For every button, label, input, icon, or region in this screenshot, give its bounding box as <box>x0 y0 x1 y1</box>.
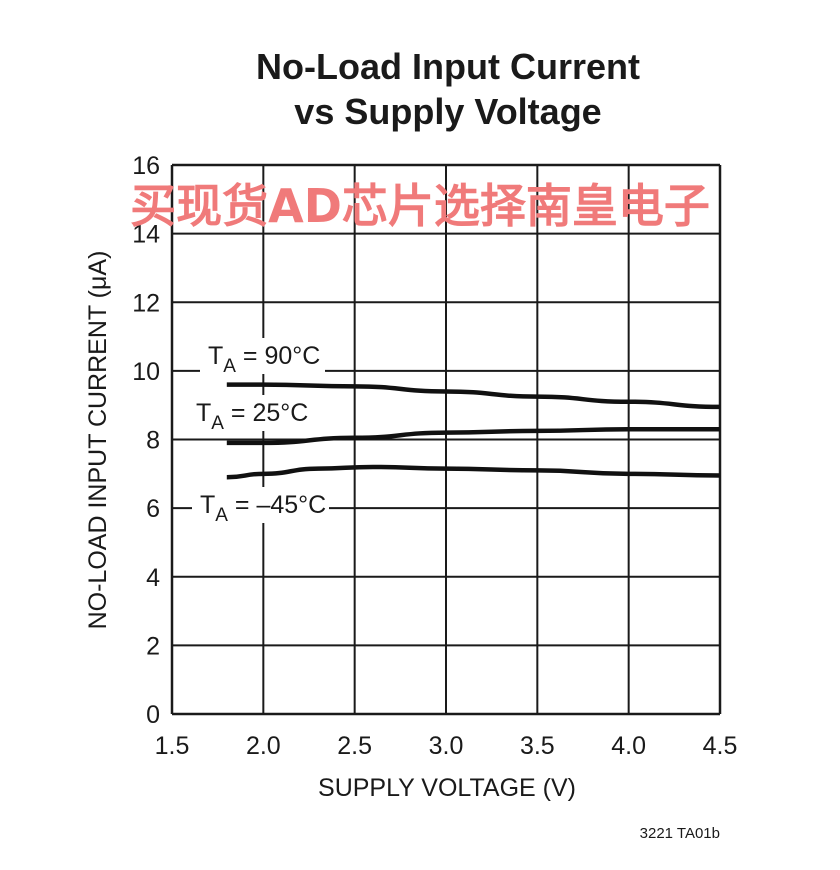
y-tick-label: 8 <box>146 427 160 455</box>
series-label-bg-2 <box>192 487 329 523</box>
y-tick-label: 12 <box>132 289 160 317</box>
y-axis-label: NO-LOAD INPUT CURRENT (μA) <box>84 251 112 630</box>
x-tick-label: 2.5 <box>337 732 372 760</box>
series-line-0 <box>226 382 721 410</box>
tick-labels: 1.5 2.0 2.5 3.0 3.5 4.0 4.5 0 2 4 6 8 10 12 14 16 <box>132 152 737 760</box>
series-line-1 <box>226 426 720 446</box>
y-tick-label: 16 <box>132 152 160 180</box>
figure-code: 3221 TA01b <box>640 825 720 842</box>
series-label-bg-1 <box>188 395 313 431</box>
y-tick-label: 14 <box>132 221 160 249</box>
series-label-1: TA = 25°C <box>196 399 308 434</box>
x-tick-label: 3.5 <box>520 732 555 760</box>
series-label-bg-0 <box>200 338 325 374</box>
x-tick-label: 2.0 <box>246 732 281 760</box>
watermark-text: 买现货AD芯片选择南皇电子 <box>130 179 710 233</box>
x-tick-label: 4.0 <box>611 732 646 760</box>
x-tick-label: 1.5 <box>155 732 190 760</box>
grid <box>170 163 722 716</box>
chart-title-line-2: vs Supply Voltage <box>294 91 601 132</box>
series-labels: TA = 90°C TA = 25°C TA = –45°C <box>188 338 329 526</box>
y-tick-label: 4 <box>146 564 160 592</box>
y-tick-label: 2 <box>146 632 160 660</box>
series-label-2: TA = –45°C <box>200 491 326 526</box>
series-label-0: TA = 90°C <box>208 342 320 377</box>
y-tick-label: 0 <box>146 701 160 729</box>
x-axis-label: SUPPLY VOLTAGE (V) <box>318 774 576 802</box>
y-tick-label: 6 <box>146 495 160 523</box>
series-line-2 <box>226 464 721 480</box>
y-tick-label: 10 <box>132 358 160 386</box>
chart-title-line-1: No-Load Input Current <box>256 46 640 87</box>
x-tick-label: 3.0 <box>429 732 464 760</box>
x-tick-label: 4.5 <box>703 732 738 760</box>
series-lines <box>226 382 721 480</box>
